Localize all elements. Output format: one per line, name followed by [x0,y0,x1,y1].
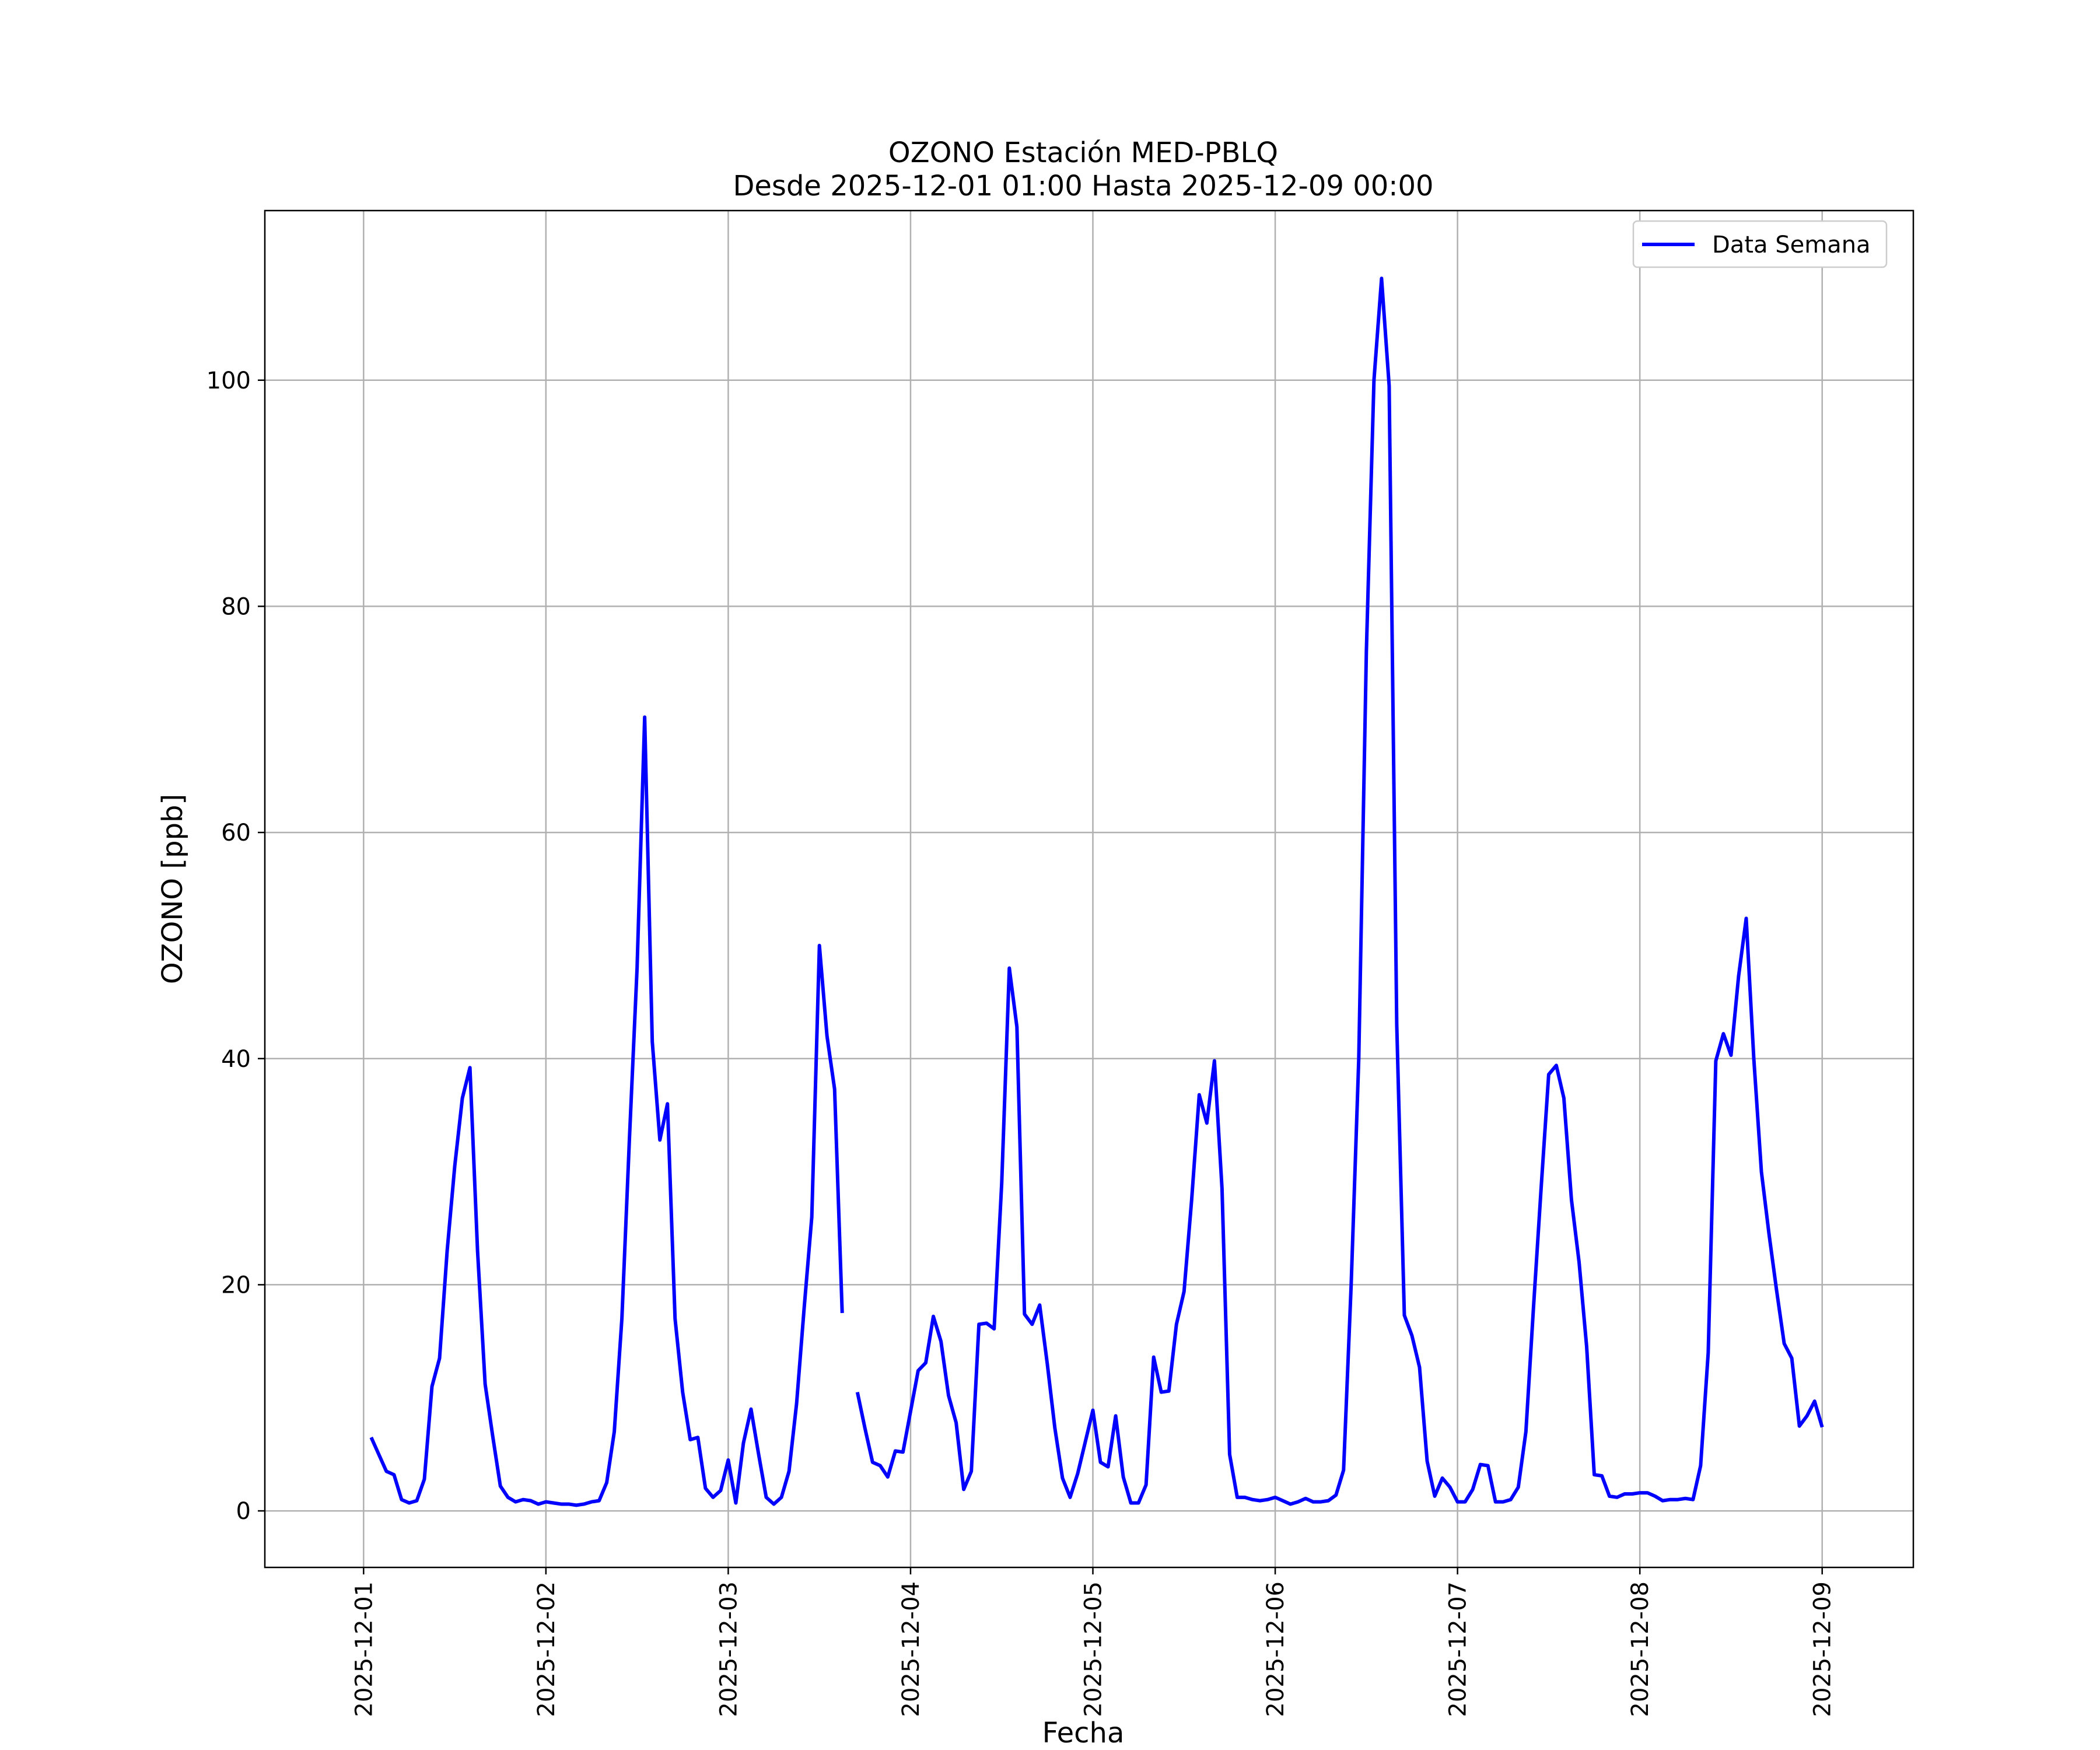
axes-frame [264,209,1915,1569]
x-tick-label: 2025-12-02 [533,1581,560,1717]
y-tick-label: 100 [206,368,251,394]
chart-title-line1: OZONO Estación MED-PBLQ [888,136,1278,169]
grid-lines [265,211,1913,1567]
plot-area [265,211,1913,1567]
x-axis-ticks: 2025-12-01 2025-12-02 2025-12-03 2025-12-04… [351,1567,1836,1717]
x-tick-label: 2025-12-01 [351,1581,377,1717]
legend-box [1632,220,1888,268]
y-tick-label: 80 [221,593,251,620]
y-tick-label: 0 [236,1498,251,1525]
x-tick-label: 2025-12-09 [1810,1581,1836,1717]
y-tick-label: 60 [221,820,251,846]
legend-label: Data Semana [1712,232,1871,258]
y-tick-label: 20 [221,1272,251,1298]
x-tick-label: 2025-12-06 [1262,1581,1289,1717]
x-tick-label: 2025-12-03 [715,1581,742,1717]
x-tick-label: 2025-12-08 [1627,1581,1654,1717]
x-tick-label: 2025-12-07 [1445,1581,1472,1717]
x-tick-label: 2025-12-05 [1080,1581,1107,1717]
y-axis-ticks: 0 20 40 60 80 100 [206,368,265,1525]
y-tick-label: 40 [221,1046,251,1073]
series-line-data-semana [369,276,1824,1507]
chart-title-line2: Desde 2025-12-01 01:00 Hasta 2025-12-09 … [733,170,1433,202]
legend: Data Semana [1632,220,1888,268]
y-axis-label: OZONO [ppb] [156,794,189,984]
x-axis-label: Fecha [1042,1717,1125,1749]
series-layer [369,276,1824,1507]
x-tick-label: 2025-12-04 [898,1581,925,1717]
